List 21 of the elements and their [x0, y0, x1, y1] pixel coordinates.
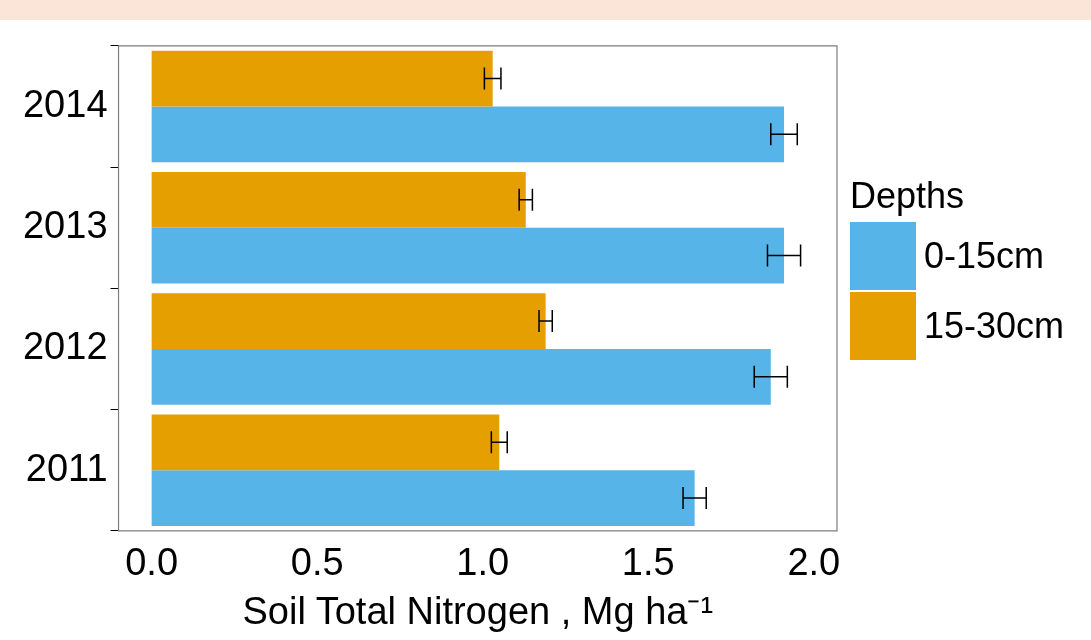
bar — [151, 348, 771, 405]
bar — [151, 50, 493, 107]
x-axis-title: Soil Total Nitrogen , Mg ha⁻¹ — [242, 589, 714, 632]
x-tick-label: 0.5 — [290, 541, 344, 584]
bar — [151, 227, 785, 284]
legend-label: 15-30cm — [924, 305, 1065, 347]
y-tick-label: 2014 — [22, 82, 108, 125]
legend-title: Depths — [850, 175, 966, 217]
x-tick-label: 2.0 — [787, 541, 841, 584]
bar — [151, 414, 500, 471]
bar — [151, 293, 546, 349]
x-tick-label: 1.5 — [621, 541, 675, 584]
legend-label: 0-15cm — [924, 235, 1045, 277]
bar — [151, 171, 526, 228]
bar — [151, 106, 785, 163]
y-tick-label: 2012 — [22, 325, 108, 368]
y-tick-label: 2011 — [25, 446, 108, 489]
bar — [151, 470, 695, 526]
x-tick-label: 0.0 — [125, 541, 179, 584]
x-tick-label: 1.0 — [456, 541, 510, 584]
y-tick-label: 2013 — [22, 204, 108, 247]
